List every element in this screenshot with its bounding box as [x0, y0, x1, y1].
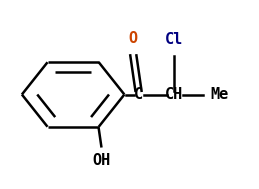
Text: Me: Me — [210, 87, 228, 102]
Text: C: C — [134, 87, 143, 102]
Text: Cl: Cl — [165, 32, 183, 47]
Text: OH: OH — [92, 153, 110, 168]
Text: CH: CH — [165, 87, 183, 102]
Text: O: O — [129, 31, 138, 46]
